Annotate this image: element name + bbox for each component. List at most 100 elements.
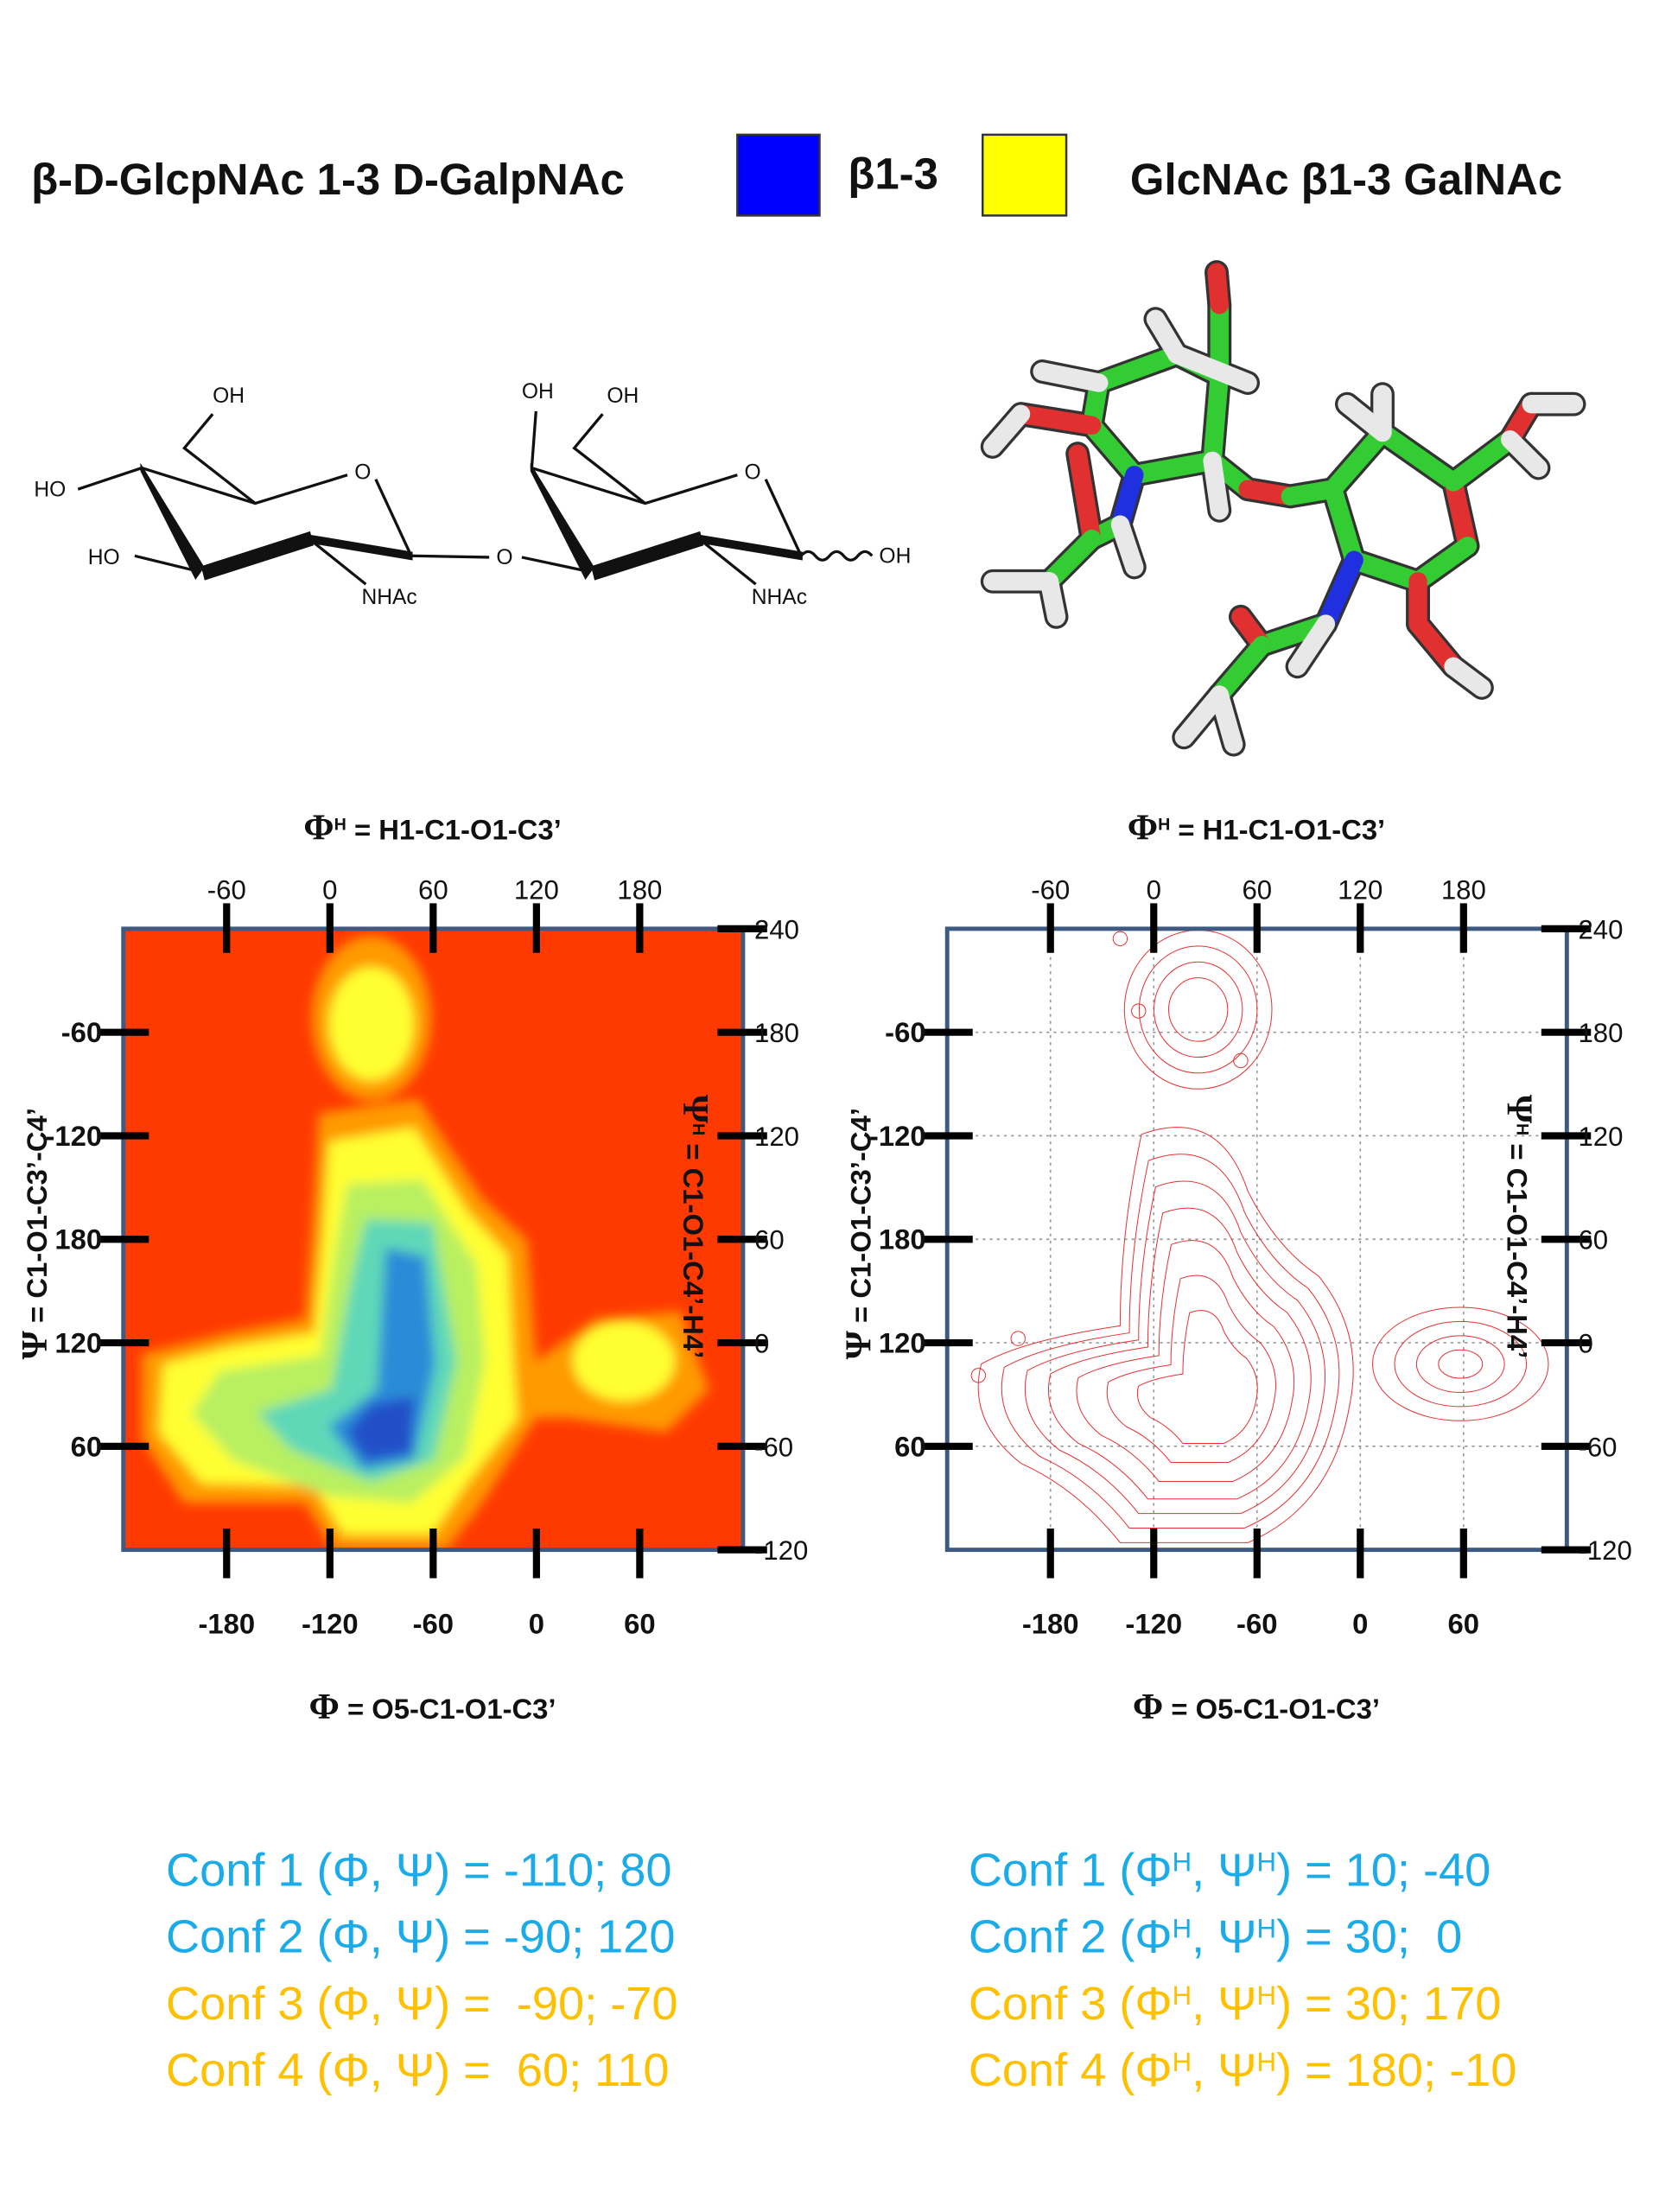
axis-symbol: Ψ (15, 1330, 55, 1359)
atom-label: HO (34, 478, 66, 501)
conformation-text: Conf 1 (Φ, Ψ) = -110; 80 (166, 1845, 671, 1897)
axis-label: ΦH = H1-C1-O1-C3’ (303, 807, 562, 848)
y2-tick-label: 0 (1578, 1329, 1592, 1359)
x-tick-label: 60 (1448, 1607, 1480, 1639)
axis-label: ΦH = H1-C1-O1-C3’ (1128, 807, 1386, 848)
conformation-text: , Ψ (1192, 1911, 1256, 1963)
atom-label: O (496, 546, 512, 569)
x2-tick-label: 120 (1338, 874, 1382, 905)
y2-tick-label: -120 (754, 1535, 808, 1566)
y2-tick-label: 120 (1578, 1122, 1623, 1152)
legend-label: β1-3 (848, 149, 938, 198)
conformation-text: , Ψ (1192, 1978, 1256, 2030)
y2-tick-label: -60 (754, 1432, 793, 1462)
axis-text: = C1-O1-C3’-C4’ (845, 1108, 877, 1331)
left-title: β-D-GlcpNAc 1-3 D-GalpNAc (31, 155, 625, 204)
y2-tick-label: 120 (754, 1122, 799, 1152)
atom-label: O (354, 461, 371, 485)
y2-tick-label: 60 (1578, 1225, 1608, 1255)
y-tick-label: -60 (61, 1016, 102, 1048)
y2-tick-label: -60 (1578, 1432, 1617, 1462)
atom-label: NHAc (752, 586, 807, 609)
x-tick-label: -120 (302, 1607, 359, 1639)
conformation-text: ) = 180; -10 (1276, 2044, 1516, 2096)
superscript: H (1173, 2046, 1192, 2076)
superscript: H (1173, 1980, 1192, 2010)
conformation-text: Conf 2 (Φ (969, 1911, 1173, 1963)
axis-symbol: Ψ (1498, 1095, 1539, 1124)
axis-label: Ψ = C1-O1-C3’-C4’ (15, 1108, 55, 1359)
axis-symbol: Φ (308, 1687, 339, 1727)
x2-tick-label: 120 (514, 874, 559, 905)
conformation-text: Conf 1 (Φ (969, 1845, 1173, 1897)
conformation-text: , Ψ (1192, 2044, 1256, 2096)
x-tick-label: 0 (529, 1607, 544, 1639)
contour-map (971, 931, 1548, 1543)
axis-superscript: H (334, 815, 346, 834)
atom-label: NHAc (361, 586, 416, 609)
axis-text: = O5-C1-O1-C3’ (1163, 1693, 1380, 1725)
axis-label: Φ = O5-C1-O1-C3’ (1133, 1687, 1380, 1727)
axis-text: = C1-O1-C3’-C4’ (21, 1108, 53, 1331)
y2-tick-label: -120 (1578, 1535, 1631, 1566)
atom-label: OH (522, 380, 554, 404)
y-tick-label: -120 (869, 1120, 926, 1152)
atom-label: OH (213, 385, 245, 408)
x2-tick-label: 60 (1242, 874, 1272, 905)
y-tick-label: 180 (879, 1224, 926, 1255)
plot-panel: -180 -120 -60 0 60 -60 0 60 120 180 60 120 180 -120 -6… (15, 807, 808, 1726)
x2-tick-label: 60 (418, 874, 448, 905)
axis-superscript: H (689, 1123, 708, 1135)
conformation-line: Conf 1 (Φ, Ψ) = -110; 80 (166, 1845, 671, 1897)
atom-label: OH (879, 544, 911, 568)
atom-label: OH (607, 385, 639, 408)
axis-symbol: Ψ (675, 1095, 715, 1124)
y-tick-label: 120 (879, 1327, 926, 1359)
x2-tick-label: 0 (322, 874, 337, 905)
x-tick-label: -120 (1125, 1607, 1182, 1639)
x-tick-label: 0 (1352, 1607, 1368, 1639)
x2-tick-label: 0 (1147, 874, 1161, 905)
conformation-text: ) = 30; 0 (1276, 1911, 1462, 1963)
conformation-line: Conf 2 (Φ, Ψ) = -90; 120 (166, 1911, 676, 1963)
x-tick-label: 60 (624, 1607, 656, 1639)
axis-label: ΨH = C1-O1-C4’-H4’ (1498, 1095, 1539, 1359)
conformation-text: Conf 4 (Φ (969, 2044, 1173, 2096)
conformation-text: Conf 3 (Φ (969, 1978, 1173, 2030)
x2-tick-label: -60 (1031, 874, 1070, 905)
superscript: H (1256, 2046, 1276, 2076)
axis-text: = C1-O1-C4’-H4’ (677, 1135, 709, 1358)
conformation-text: Conf 2 (Φ, Ψ) = -90; 120 (166, 1911, 676, 1963)
conformation-line: Conf 4 (ΦH, ΨH) = 180; -10 (969, 2044, 1517, 2096)
x2-tick-label: 180 (1441, 874, 1486, 905)
x-tick-label: -60 (413, 1607, 454, 1639)
legend-swatch-blue (736, 133, 821, 217)
y2-tick-label: 240 (1578, 914, 1623, 944)
y2-tick-label: 240 (754, 914, 799, 944)
superscript: H (1256, 1980, 1276, 2010)
x2-tick-label: -60 (207, 874, 246, 905)
conformation-line: Conf 2 (ΦH, ΨH) = 30; 0 (969, 1911, 1462, 1963)
y-tick-label: 180 (54, 1224, 102, 1255)
superscript: H (1256, 1847, 1276, 1877)
plot-panel: -180 -120 -60 0 60 -60 0 60 120 180 60 120 180 -120 -6… (839, 807, 1632, 1726)
x-tick-label: -180 (198, 1607, 255, 1639)
y2-tick-label: 0 (754, 1329, 769, 1359)
x-tick-label: -180 (1022, 1607, 1079, 1639)
atom-label: O (745, 461, 761, 485)
x2-tick-label: 180 (617, 874, 662, 905)
y2-tick-label: 60 (754, 1225, 785, 1255)
conformation-text: , Ψ (1192, 1845, 1256, 1897)
axis-label: Φ = O5-C1-O1-C3’ (308, 1687, 556, 1727)
superscript: H (1173, 1913, 1192, 1943)
conformation-line: Conf 3 (ΦH, ΨH) = 30; 170 (969, 1978, 1502, 2030)
y-tick-label: 60 (894, 1430, 926, 1462)
y-tick-label: -120 (45, 1120, 102, 1152)
conformation-text: ) = 30; 170 (1276, 1978, 1501, 2030)
molecule-3d (980, 260, 1586, 757)
y-tick-label: 120 (54, 1327, 102, 1359)
legend-swatch-yellow (982, 133, 1068, 217)
axis-symbol: Φ (303, 807, 334, 848)
axis-text: = H1-C1-O1-C3’ (1170, 813, 1385, 845)
